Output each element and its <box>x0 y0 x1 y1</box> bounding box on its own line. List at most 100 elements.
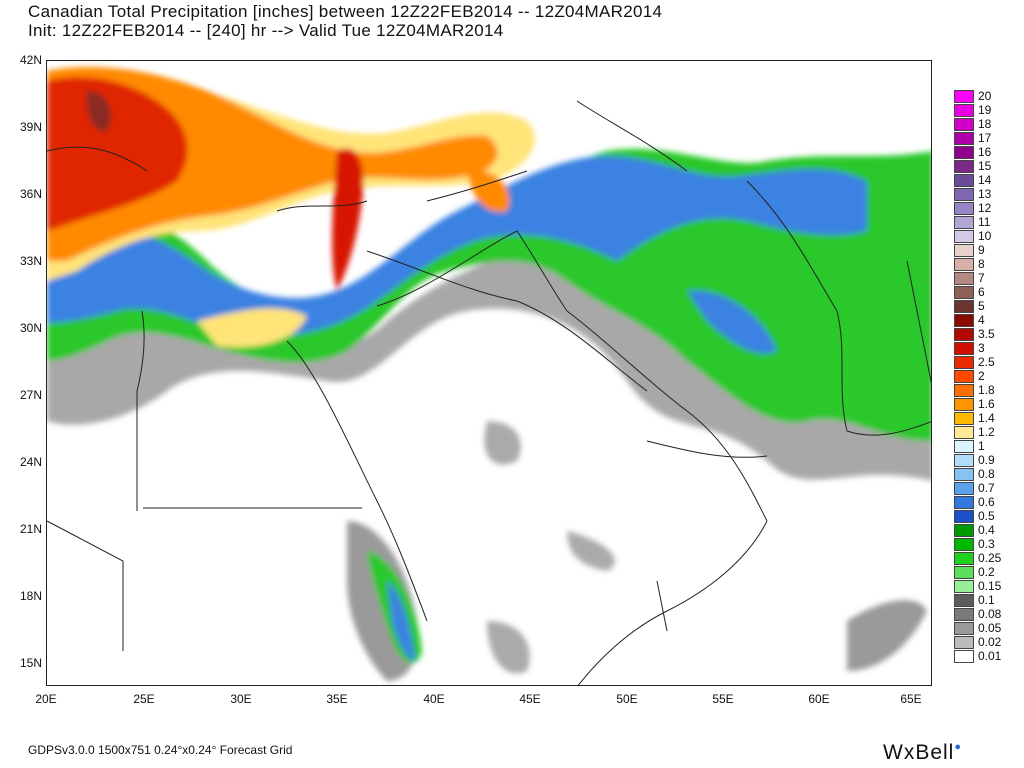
legend-swatch <box>954 538 974 551</box>
legend-swatch <box>954 230 974 243</box>
lon-label: 65E <box>900 692 922 706</box>
legend-swatch <box>954 440 974 453</box>
legend-swatch <box>954 272 974 285</box>
legend-swatch <box>954 342 974 355</box>
legend-swatch <box>954 552 974 565</box>
legend-swatch <box>954 524 974 537</box>
legend-label: 3 <box>978 341 985 355</box>
legend-label: 1.6 <box>978 397 995 411</box>
legend-label: 2.5 <box>978 355 995 369</box>
chart-title-line2: Init: 12Z22FEB2014 -- [240] hr --> Valid… <box>28 21 504 40</box>
legend-label: 1.2 <box>978 425 995 439</box>
legend-label: 19 <box>978 103 992 117</box>
legend-swatch <box>954 608 974 621</box>
legend-swatch <box>954 384 974 397</box>
legend-label: 9 <box>978 243 985 257</box>
legend-swatch <box>954 216 974 229</box>
chart-title-line1: Canadian Total Precipitation [inches] be… <box>28 2 663 21</box>
legend-label: 0.01 <box>978 649 1002 663</box>
lon-label: 55E <box>712 692 734 706</box>
legend-label: 17 <box>978 131 992 145</box>
legend-swatch <box>954 202 974 215</box>
legend-label: 0.02 <box>978 635 1002 649</box>
lon-label: 25E <box>133 692 155 706</box>
lon-label: 40E <box>423 692 445 706</box>
brand-text: WxBell <box>883 741 955 764</box>
lat-label: 42N <box>19 53 42 67</box>
legend-label: 0.1 <box>978 593 995 607</box>
lon-label: 30E <box>230 692 252 706</box>
legend-swatch <box>954 90 974 103</box>
legend-swatch <box>954 412 974 425</box>
legend-swatch <box>954 132 974 145</box>
legend-label: 0.8 <box>978 467 995 481</box>
legend-label: 4 <box>978 313 985 327</box>
legend-label: 0.25 <box>978 551 1002 565</box>
precipitation-map <box>46 60 932 686</box>
legend-swatch <box>954 244 974 257</box>
lat-label: 33N <box>19 254 42 268</box>
legend-label: 0.6 <box>978 495 995 509</box>
legend-swatch <box>954 482 974 495</box>
legend-label: 1.4 <box>978 411 995 425</box>
legend-label: 13 <box>978 187 992 201</box>
lat-label: 36N <box>19 187 42 201</box>
legend-swatch <box>954 314 974 327</box>
model-info: GDPSv3.0.0 1500x751 0.24°x0.24° Forecast… <box>28 743 293 757</box>
legend-swatch <box>954 650 974 663</box>
legend-swatch <box>954 622 974 635</box>
legend-swatch <box>954 328 974 341</box>
lon-label: 50E <box>616 692 638 706</box>
legend-swatch <box>954 510 974 523</box>
brand-logo: WxBell● <box>883 741 962 765</box>
legend-swatch <box>954 580 974 593</box>
legend-swatch <box>954 286 974 299</box>
legend-label: 0.5 <box>978 509 995 523</box>
legend-label: 14 <box>978 173 992 187</box>
legend-label: 5 <box>978 299 985 313</box>
legend-label: 0.7 <box>978 481 995 495</box>
lat-label: 27N <box>19 388 42 402</box>
lon-label: 45E <box>519 692 541 706</box>
legend-label: 15 <box>978 159 992 173</box>
legend-label: 0.2 <box>978 565 995 579</box>
legend-swatch <box>954 398 974 411</box>
legend-swatch <box>954 370 974 383</box>
legend-label: 8 <box>978 257 985 271</box>
legend-swatch <box>954 160 974 173</box>
precipitation-field <box>47 67 931 685</box>
legend-label: 12 <box>978 201 992 215</box>
legend-swatch <box>954 594 974 607</box>
lat-label: 24N <box>19 455 42 469</box>
legend-swatch <box>954 454 974 467</box>
legend-label: 0.9 <box>978 453 995 467</box>
lat-label: 21N <box>19 522 42 536</box>
legend-swatch <box>954 146 974 159</box>
legend-label: 6 <box>978 285 985 299</box>
legend-label: 18 <box>978 117 992 131</box>
legend-swatch <box>954 104 974 117</box>
legend-label: 0.05 <box>978 621 1002 635</box>
legend-swatch <box>954 300 974 313</box>
legend-label: 7 <box>978 271 985 285</box>
brand-dot-icon: ● <box>954 741 962 753</box>
legend-label: 0.4 <box>978 523 995 537</box>
lat-label: 18N <box>19 589 42 603</box>
legend-swatch <box>954 426 974 439</box>
lat-label: 15N <box>19 656 42 670</box>
legend-label: 0.3 <box>978 537 995 551</box>
lon-label: 60E <box>808 692 830 706</box>
legend-swatch <box>954 566 974 579</box>
legend-swatch <box>954 356 974 369</box>
legend-label: 16 <box>978 145 992 159</box>
legend-swatch <box>954 174 974 187</box>
lat-label: 30N <box>19 321 42 335</box>
lon-label: 20E <box>35 692 57 706</box>
legend-label: 3.5 <box>978 327 995 341</box>
legend-swatch <box>954 188 974 201</box>
legend-label: 0.15 <box>978 579 1002 593</box>
legend-swatch <box>954 496 974 509</box>
legend-label: 2 <box>978 369 985 383</box>
legend-label: 10 <box>978 229 992 243</box>
legend-swatch <box>954 636 974 649</box>
